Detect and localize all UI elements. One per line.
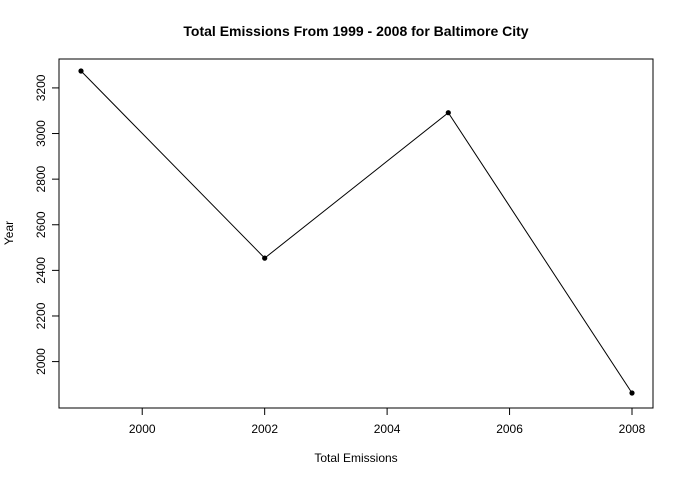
x-tick-label: 2006 <box>496 422 523 436</box>
x-axis-label: Total Emissions <box>314 451 397 465</box>
data-point <box>262 255 268 261</box>
x-tick-label: 2004 <box>374 422 401 436</box>
y-tick-label: 2000 <box>34 348 48 375</box>
y-tick-label: 3200 <box>34 74 48 101</box>
series-line <box>80 70 633 394</box>
y-tick-label: 2200 <box>34 302 48 329</box>
series-group <box>78 68 635 396</box>
y-axis-label: Year <box>2 221 16 245</box>
y-tick-label: 3000 <box>34 120 48 147</box>
data-point <box>78 68 84 74</box>
y-tick-label: 2400 <box>34 257 48 284</box>
x-axis: 2000 2002 2004 2006 2008 <box>129 408 646 436</box>
plot-frame <box>58 58 654 409</box>
data-point <box>629 390 635 396</box>
y-tick-label: 2600 <box>34 211 48 238</box>
y-tick-label: 2800 <box>34 165 48 192</box>
data-point <box>445 110 451 116</box>
x-tick-label: 2000 <box>129 422 156 436</box>
chart-title: Total Emissions From 1999 - 2008 for Bal… <box>183 23 528 39</box>
y-axis: 2000 2200 2400 2600 2800 3000 3200 <box>34 74 59 375</box>
x-tick-label: 2008 <box>619 422 646 436</box>
x-tick-label: 2002 <box>251 422 278 436</box>
